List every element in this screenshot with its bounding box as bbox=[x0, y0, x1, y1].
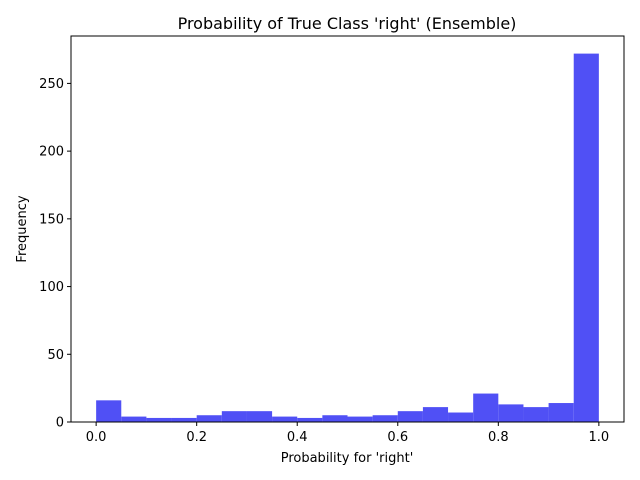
histogram-bar bbox=[196, 415, 222, 422]
x-tick-label: 0.0 bbox=[86, 430, 107, 445]
histogram-bar bbox=[246, 411, 273, 422]
x-tick-label: 0.2 bbox=[186, 430, 207, 445]
histogram-bar bbox=[548, 403, 574, 422]
histogram-bar bbox=[573, 53, 599, 422]
x-tick-label: 1.0 bbox=[589, 430, 610, 445]
histogram-bar bbox=[171, 417, 197, 422]
y-tick-label: 150 bbox=[39, 212, 64, 227]
y-tick-label: 0 bbox=[56, 416, 64, 431]
y-axis-ticks: 0 50 100 150 200 250 bbox=[39, 77, 71, 431]
histogram-bar bbox=[221, 411, 247, 422]
histogram-bar bbox=[523, 407, 549, 422]
y-tick-label: 50 bbox=[47, 348, 64, 363]
histogram-bar bbox=[397, 411, 423, 422]
histogram-bar bbox=[372, 415, 398, 422]
y-tick-label: 250 bbox=[39, 77, 64, 92]
y-tick-label: 200 bbox=[39, 145, 64, 160]
y-axis-label: Frequency bbox=[15, 195, 30, 262]
histogram-bar bbox=[448, 412, 474, 422]
x-tick-label: 0.8 bbox=[488, 430, 509, 445]
plot-frame bbox=[70, 35, 625, 423]
histogram-bar bbox=[322, 415, 348, 422]
histogram-bar bbox=[422, 407, 449, 422]
histogram-bar bbox=[498, 404, 524, 422]
histogram-bar bbox=[146, 417, 172, 422]
x-axis-ticks: 0.0 0.2 0.4 0.6 0.8 1.0 bbox=[86, 422, 609, 445]
chart-title: Probability of True Class 'right' (Ensem… bbox=[178, 14, 517, 33]
histogram-bar bbox=[96, 400, 122, 422]
histogram-bar bbox=[121, 416, 147, 422]
x-tick-label: 0.6 bbox=[387, 430, 408, 445]
histogram-bar bbox=[297, 417, 323, 422]
x-axis-label: Probability for 'right' bbox=[281, 451, 414, 466]
histogram-bar bbox=[272, 416, 298, 422]
x-tick-label: 0.4 bbox=[287, 430, 308, 445]
bars-group bbox=[96, 53, 599, 422]
y-tick-label: 100 bbox=[39, 280, 64, 295]
histogram-bar bbox=[347, 416, 373, 422]
histogram-bar bbox=[473, 393, 499, 422]
